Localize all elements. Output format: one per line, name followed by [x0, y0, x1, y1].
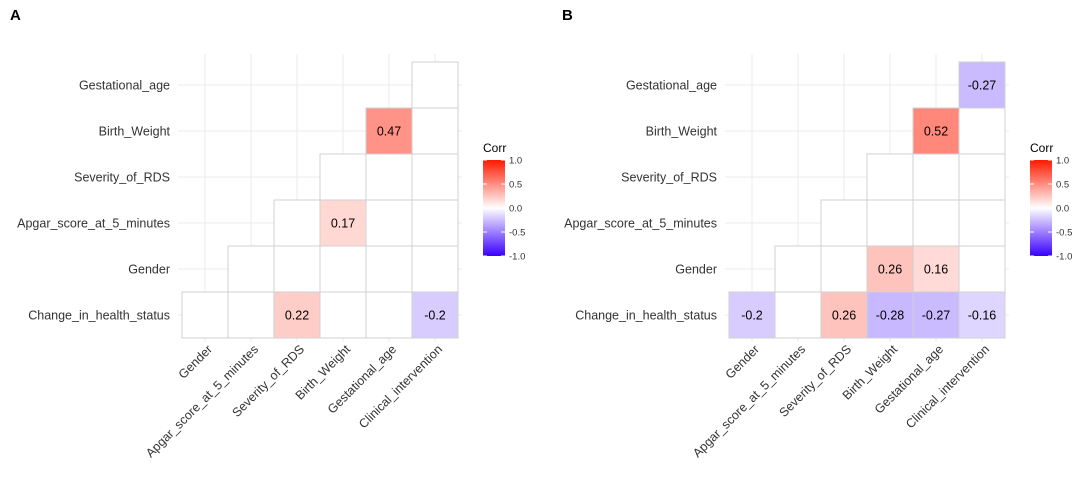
y-axis-label: Birth_Weight	[99, 125, 171, 139]
heatmap-cell	[319, 199, 367, 247]
panel-label: B	[562, 7, 573, 24]
cell-value-label: -0.2	[741, 309, 763, 323]
legend-tick-label: 1.0	[509, 156, 522, 167]
heatmap-cell	[319, 291, 367, 339]
legend-title: Corr	[1030, 141, 1053, 155]
legend-tick-label: 0.0	[509, 204, 522, 215]
cell-value-label: 0.22	[285, 309, 309, 323]
heatmap-cell	[958, 245, 1006, 293]
heatmap-cell	[774, 245, 822, 293]
heatmap-cell	[365, 107, 413, 155]
heatmap-cell	[912, 199, 960, 247]
x-axis-label: Clinical_intervention	[903, 342, 992, 431]
heatmap-cell	[958, 107, 1006, 155]
legend-tick-label: -0.5	[1056, 228, 1072, 239]
legend-title: Corr	[483, 141, 506, 155]
heatmap-cell	[912, 153, 960, 201]
legend-tick-label: 0.0	[1056, 204, 1069, 215]
heatmap-cell	[227, 245, 275, 293]
legend-tick-label: -0.5	[509, 228, 525, 239]
heatmap-cell	[866, 153, 914, 201]
cell-value-label: 0.47	[377, 125, 401, 139]
heatmap-cell	[728, 291, 776, 339]
panel-B: B -0.27 0.52 0.26 0.16 -0.2 0.26 -0.28 -0.27 -0.1…	[562, 7, 1072, 460]
y-axis-label: Birth_Weight	[646, 125, 718, 139]
legend-tick-label: 0.5	[1056, 180, 1069, 191]
cell-value-label: 0.16	[924, 263, 948, 277]
y-axis-label: Change_in_health_status	[28, 309, 170, 323]
x-axis-label: Gender	[723, 342, 762, 381]
heatmap-cell	[365, 291, 413, 339]
legend-tick-label: 0.5	[509, 180, 522, 191]
heatmap-cell	[820, 291, 868, 339]
cell-value-label: 0.52	[924, 125, 948, 139]
heatmap-cell	[411, 291, 459, 339]
y-axis-label: Gender	[675, 263, 717, 277]
y-axis-label: Severity_of_RDS	[74, 171, 170, 185]
heatmap-cell	[912, 245, 960, 293]
cell-value-label: -0.2	[424, 309, 446, 323]
x-axis-label: Gender	[176, 342, 215, 381]
heatmap-cell	[820, 245, 868, 293]
heatmap-cell	[227, 291, 275, 339]
x-axis-label: Clinical_intervention	[356, 342, 445, 431]
heatmap-cell	[958, 199, 1006, 247]
heatmap-cell	[958, 153, 1006, 201]
heatmap-cell	[273, 199, 321, 247]
legend-colorbar	[1030, 160, 1052, 256]
y-axis-label: Apgar_score_at_5_minutes	[17, 217, 170, 231]
cell-value-label: -0.27	[968, 79, 997, 93]
heatmap-cell	[866, 245, 914, 293]
heatmap-cell	[958, 291, 1006, 339]
heatmap-cell	[411, 153, 459, 201]
heatmap-cell	[912, 291, 960, 339]
heatmap-cell	[866, 199, 914, 247]
heatmap-cell	[365, 199, 413, 247]
heatmap-cell	[319, 245, 367, 293]
heatmap-cell	[958, 61, 1006, 109]
y-axis-label: Gender	[128, 263, 170, 277]
cell-value-label: 0.26	[832, 309, 856, 323]
heatmap-cell	[411, 107, 459, 155]
legend-tick-label: -1.0	[509, 252, 525, 263]
heatmap-cell	[912, 107, 960, 155]
heatmap-cell	[365, 153, 413, 201]
y-axis-label: Gestational_age	[79, 79, 170, 93]
cell-value-label: -0.28	[876, 309, 905, 323]
y-axis-label: Apgar_score_at_5_minutes	[564, 217, 717, 231]
cell-value-label: -0.27	[922, 309, 951, 323]
heatmap-cell	[411, 61, 459, 109]
heatmap-cell	[820, 199, 868, 247]
heatmap-cell	[319, 153, 367, 201]
y-axis-label: Change_in_health_status	[575, 309, 717, 323]
legend-tick-label: 1.0	[1056, 156, 1069, 167]
y-axis-label: Severity_of_RDS	[621, 171, 717, 185]
heatmap-cell	[411, 245, 459, 293]
y-axis-label: Gestational_age	[626, 79, 717, 93]
cell-value-label: 0.26	[878, 263, 902, 277]
heatmap-cell	[411, 199, 459, 247]
heatmap-cell	[774, 291, 822, 339]
panel-label: A	[10, 7, 21, 24]
heatmap-cell	[273, 291, 321, 339]
heatmap-cell	[273, 245, 321, 293]
heatmap-cell	[181, 291, 229, 339]
panel-A: A 0.47 0.17 0.22 -0.2 Gestational_age Birth_We…	[10, 7, 525, 460]
legend-tick-label: -1.0	[1056, 252, 1072, 263]
cell-value-label: -0.16	[968, 309, 997, 323]
heatmap-cell	[365, 245, 413, 293]
cell-value-label: 0.17	[331, 217, 355, 231]
heatmap-cell	[866, 291, 914, 339]
legend-colorbar	[483, 160, 505, 256]
